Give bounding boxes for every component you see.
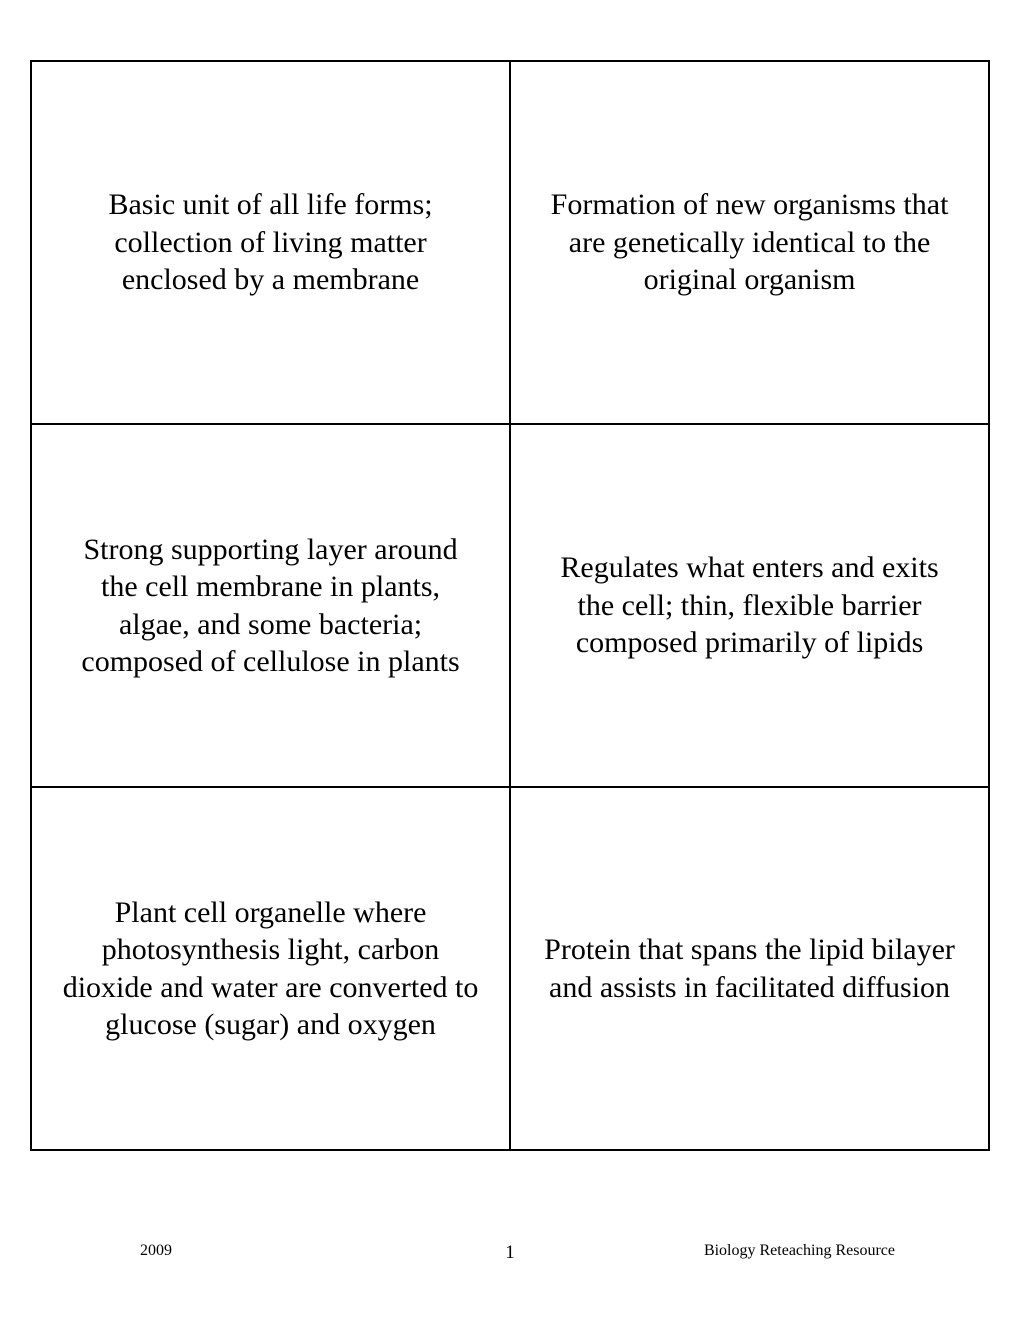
flashcard-cell: Protein that spans the lipid bilayer and… <box>510 787 989 1150</box>
table-row: Plant cell organelle where photosynthesi… <box>31 787 989 1150</box>
flashcard-cell: Basic unit of all life forms; collection… <box>31 61 510 424</box>
footer-page-number: 1 <box>505 1242 515 1264</box>
flashcard-cell: Plant cell organelle where photosynthesi… <box>31 787 510 1150</box>
flashcard-cell: Regulates what enters and exits the cell… <box>510 424 989 787</box>
flashcard-cell: Formation of new organisms that are gene… <box>510 61 989 424</box>
flashcard-table: Basic unit of all life forms; collection… <box>30 60 990 1151</box>
table-row: Basic unit of all life forms; collection… <box>31 61 989 424</box>
table-row: Strong supporting layer around the cell … <box>31 424 989 787</box>
footer-source: Biology Reteaching Resource <box>704 1242 990 1260</box>
flashcard-cell: Strong supporting layer around the cell … <box>31 424 510 787</box>
page-footer: 2009 1 Biology Reteaching Resource <box>30 1242 990 1260</box>
footer-year: 2009 <box>30 1242 172 1260</box>
